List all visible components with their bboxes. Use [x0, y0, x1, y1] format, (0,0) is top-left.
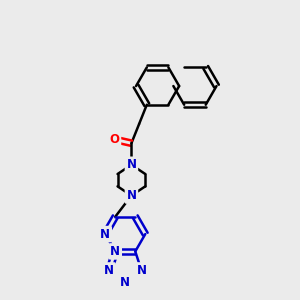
Text: O: O — [110, 133, 119, 146]
Text: N: N — [126, 158, 136, 171]
Text: N: N — [110, 245, 120, 258]
Text: N: N — [136, 264, 146, 277]
Text: N: N — [120, 276, 130, 289]
Text: N: N — [100, 228, 110, 241]
Text: N: N — [126, 189, 136, 202]
Text: N: N — [104, 264, 114, 277]
